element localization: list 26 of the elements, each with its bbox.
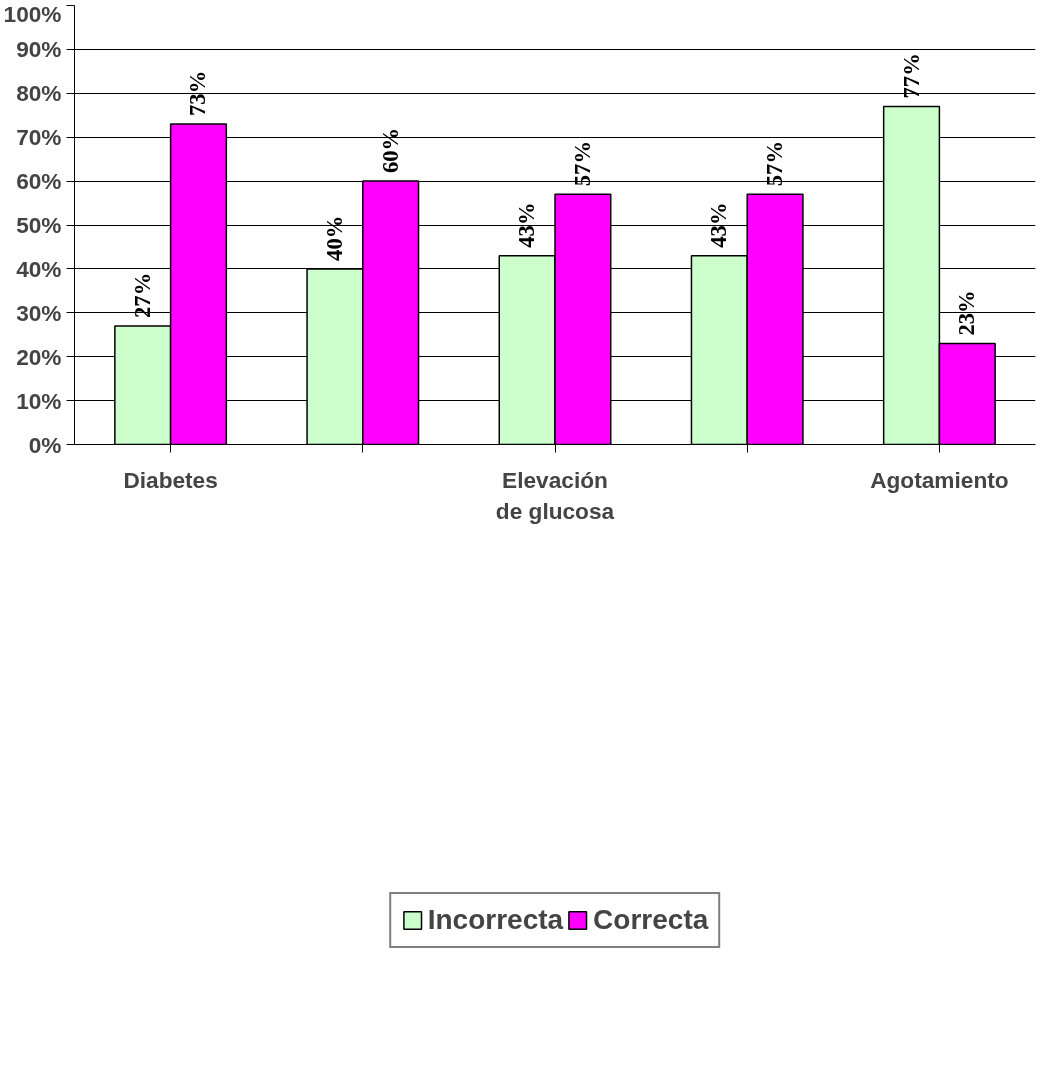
x-tick-label: Agotamiento [870,466,1009,493]
y-tick-label: 100% [3,0,62,27]
y-tick-label: 0% [28,431,62,458]
data-label: 40% [321,215,347,261]
data-label: 23% [954,290,980,336]
y-tick-label: 30% [16,299,62,326]
y-tick-label: 80% [16,80,62,107]
legend-label: Correcta [593,904,709,936]
data-label: 57% [569,140,595,187]
data-label: 60% [377,127,403,174]
data-label: 27% [129,272,155,318]
y-tick-label: 10% [16,387,62,414]
data-label: 77% [898,53,924,99]
y-tick-label: 60% [16,168,62,195]
legend-label: Incorrecta [427,904,564,936]
y-tick-label: 70% [16,124,62,151]
data-label: 43% [706,202,732,248]
x-tick-label: Elevación de glucosa [495,466,615,524]
data-label: 43% [514,202,540,248]
y-tick-label: 90% [16,36,62,63]
y-tick-label: 40% [16,255,62,282]
data-label: 57% [762,140,788,187]
data-label: 73% [185,70,211,117]
y-tick-label: 20% [16,343,62,370]
y-tick-label: 50% [16,212,62,238]
x-tick-label: Diabetes [123,466,218,493]
